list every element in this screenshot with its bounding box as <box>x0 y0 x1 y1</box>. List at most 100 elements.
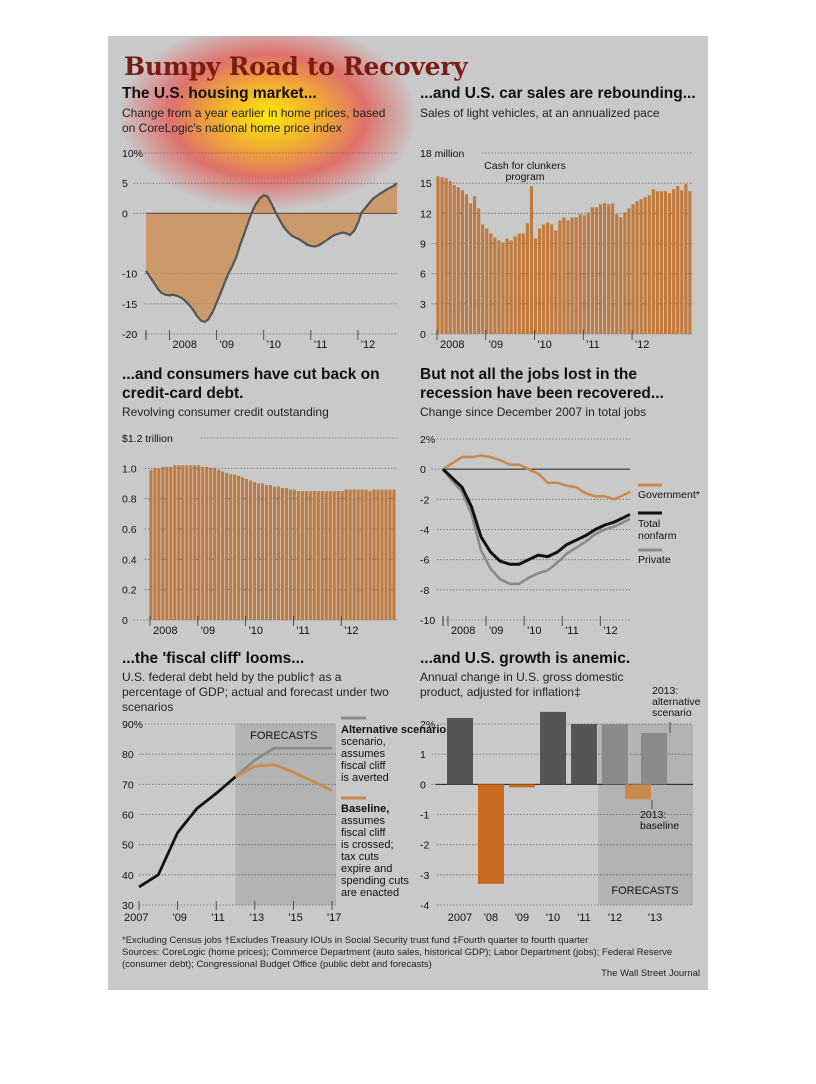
credit-bar <box>364 489 368 620</box>
gdp-xtick-label: '08 <box>484 912 498 924</box>
credit-bar <box>209 468 213 620</box>
credit-bar <box>276 486 280 620</box>
housing-area <box>146 183 397 322</box>
cars-bar <box>436 176 440 334</box>
housing-subtitle: Change from a year earlier in home price… <box>122 106 386 135</box>
cars-bar <box>607 204 611 334</box>
debt-ytick-label: 60 <box>122 810 134 822</box>
credit-bar <box>173 465 177 620</box>
jobs-legend-total: nonfarm <box>638 530 677 542</box>
credit-ytick-label: 1.0 <box>122 463 137 475</box>
gdp-ytick-label: 1 <box>420 749 426 761</box>
gdp-ytick-label: 2% <box>420 719 435 731</box>
debt-xtick-label: '17 <box>327 912 341 924</box>
gdp-xtick-label: '12 <box>608 912 622 924</box>
cars-bar <box>643 197 647 334</box>
cars-ytick-label: 18 million <box>420 148 465 160</box>
cars-bar <box>611 203 615 334</box>
gdp-xtick-label: '09 <box>515 912 529 924</box>
credit-bar <box>149 469 153 620</box>
gdp-ytick-label: -2 <box>420 840 429 852</box>
debt-legend-baseline: assumes <box>341 815 386 827</box>
gdp-alt-label: 2013: <box>652 685 678 697</box>
debt-series-line <box>234 763 333 792</box>
cars-bar <box>529 186 534 334</box>
credit-line: The Wall Street Journal <box>601 968 700 979</box>
gdp-alt-label: scenario <box>652 707 692 719</box>
cars-bar <box>619 217 623 334</box>
jobs-ytick-label: -10 <box>420 615 435 627</box>
cars-bar <box>472 196 477 334</box>
gdp-bar <box>602 724 628 785</box>
jobs-ytick-label: 2% <box>420 434 435 446</box>
page-title: Bumpy Road to Recovery <box>124 52 468 81</box>
credit-bar <box>225 472 229 620</box>
gdp-bar <box>571 724 597 785</box>
credit-bar <box>368 491 372 620</box>
gdp-ytick-label: -4 <box>420 900 429 912</box>
sources: Sources: CoreLogic (home prices); Commer… <box>122 947 673 970</box>
housing-xtick-label: 2008 <box>173 339 197 351</box>
debt-ytick-label: 70 <box>122 779 134 791</box>
credit-ytick-label: 0.2 <box>122 585 137 597</box>
housing-heading: The U.S. housing market... <box>122 85 317 102</box>
debt-xtick-label: '13 <box>250 912 264 924</box>
credit-bar <box>280 488 284 620</box>
gdp-baseline-label: 2013: <box>640 809 666 821</box>
jobs-ytick-label: -6 <box>420 555 429 567</box>
cars-bar <box>509 240 513 334</box>
jobs-xtick-label: '09 <box>489 625 503 637</box>
gdp-heading: ...and U.S. growth is anemic. <box>420 650 631 667</box>
gdp-xtick-label: '13 <box>648 912 662 924</box>
gdp-bar-2013-baseline <box>625 784 651 800</box>
cars-ytick-label: 15 <box>420 178 432 190</box>
jobs-series-line <box>441 468 631 586</box>
cars-bar <box>647 195 651 334</box>
debt-xtick-label: '15 <box>288 912 302 924</box>
cars-bar <box>452 185 456 334</box>
credit-bar <box>296 491 300 620</box>
debt-xtick-label: '11 <box>211 912 225 924</box>
cars-bar <box>651 189 655 334</box>
cars-bar <box>533 238 538 334</box>
cars-bar <box>554 230 558 334</box>
cars-bar <box>501 242 505 334</box>
credit-bar <box>376 489 380 620</box>
gdp-ytick-label: -3 <box>420 870 429 882</box>
credit-ytick-label: 0.4 <box>122 554 137 566</box>
jobs-xtick-label: 2008 <box>451 625 475 637</box>
footnotes: *Excluding Census jobs †Excludes Treasur… <box>122 935 589 946</box>
credit-ytick-label: 0.6 <box>122 524 137 536</box>
cars-ytick-label: 3 <box>420 299 426 311</box>
credit-bar <box>197 465 201 620</box>
credit-bar <box>161 466 165 620</box>
credit-bar <box>348 489 352 620</box>
cars-bar <box>460 190 464 334</box>
cars-bar <box>517 233 521 334</box>
credit-bar <box>292 489 296 620</box>
debt-legend-baseline: expire and <box>341 863 392 875</box>
cars-bar <box>672 189 676 334</box>
cars-bar <box>574 217 578 334</box>
gdp-bar-2013-alternative <box>641 733 667 785</box>
credit-bar <box>352 489 356 620</box>
jobs-legend-private: Private <box>638 554 671 566</box>
cars-ytick-label: 9 <box>420 239 426 251</box>
debt-legend-baseline: Baseline, <box>341 803 389 815</box>
credit-bar <box>372 489 376 620</box>
credit-bar <box>153 468 157 620</box>
jobs-xtick-label: '10 <box>527 625 541 637</box>
credit-bar <box>177 465 181 620</box>
cars-bar <box>456 187 460 334</box>
debt-series-line <box>138 775 237 889</box>
jobs-legend-government: Government* <box>638 489 700 501</box>
credit-ytick-label: 0.8 <box>122 494 137 506</box>
cars-bar <box>680 190 684 334</box>
cars-bar <box>668 193 672 334</box>
cars-bar <box>603 203 607 334</box>
cars-bar <box>444 178 448 334</box>
jobs-ytick-label: -8 <box>420 585 429 597</box>
cars-xtick-label: '11 <box>586 339 600 351</box>
cars-bar <box>537 228 542 334</box>
